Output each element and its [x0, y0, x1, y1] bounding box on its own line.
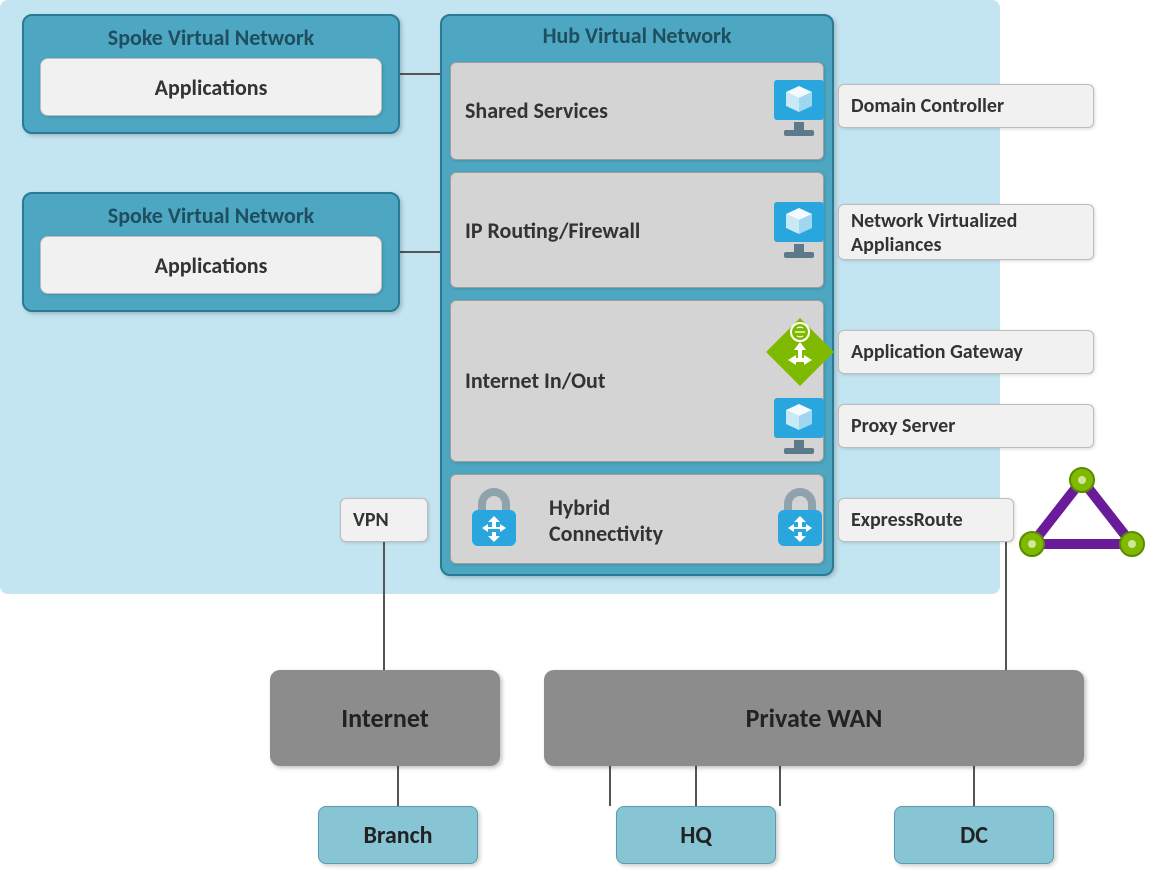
label-pill-0: Domain Controller — [838, 84, 1094, 128]
hub-section-label-3: Hybrid Connectivity — [549, 495, 699, 547]
hub-title: Hub Virtual Network — [442, 16, 832, 55]
hub-section-1: IP Routing/Firewall — [450, 172, 824, 288]
label-pill-5: VPN — [340, 498, 428, 542]
vpn-gateway-icon — [464, 486, 522, 544]
label-pill-text-0: Domain Controller — [851, 94, 1004, 118]
app-gateway-icon — [764, 316, 834, 386]
vm-icon — [770, 396, 828, 454]
hub-section-label-1: IP Routing/Firewall — [465, 217, 640, 244]
network-box-0: Internet — [270, 670, 500, 766]
spoke-applications-1: Applications — [40, 236, 382, 294]
spoke-title-1: Spoke Virtual Network — [24, 194, 398, 235]
label-pill-text-2: Application Gateway — [851, 340, 1023, 364]
vpn-gateway-icon — [770, 486, 828, 544]
vm-icon — [770, 78, 828, 136]
label-pill-1: Network Virtualized Appliances — [838, 204, 1094, 260]
site-box-1: HQ — [616, 806, 776, 864]
spoke-applications-0: Applications — [40, 58, 382, 116]
site-box-0: Branch — [318, 806, 478, 864]
label-pill-text-5: VPN — [353, 508, 389, 532]
label-pill-text-1: Network Virtualized Appliances — [851, 209, 1017, 257]
label-pill-2: Application Gateway — [838, 330, 1094, 374]
hub-section-label-2: Internet In/Out — [465, 367, 606, 394]
label-pill-text-4: ExpressRoute — [851, 508, 963, 532]
label-pill-3: Proxy Server — [838, 404, 1094, 448]
spoke-title-0: Spoke Virtual Network — [24, 16, 398, 57]
label-pill-4: ExpressRoute — [838, 498, 1014, 542]
hub-section-label-0: Shared Services — [465, 97, 608, 124]
hub-section-0: Shared Services — [450, 62, 824, 160]
label-pill-text-3: Proxy Server — [851, 414, 955, 438]
expressroute-icon — [1018, 466, 1138, 556]
network-box-1: Private WAN — [544, 670, 1084, 766]
site-box-2: DC — [894, 806, 1054, 864]
vm-icon — [770, 200, 828, 258]
